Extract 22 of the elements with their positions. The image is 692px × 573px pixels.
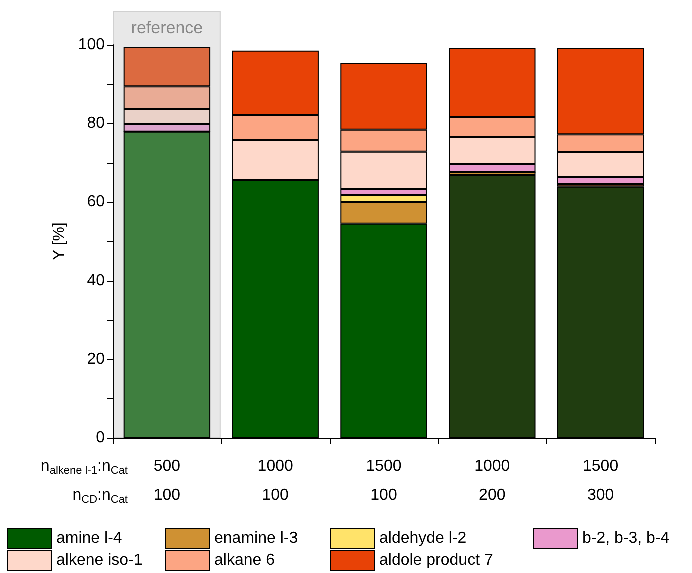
y-tick-label: 40: [87, 272, 106, 290]
text: n$_{CD}$:n$_{Cat}$: [72, 487, 128, 506]
legend-label: amine l-4: [56, 530, 122, 547]
x-tick-label: 500 100: [154, 458, 181, 504]
y-tick-label: 100: [78, 36, 106, 54]
x-tick-label: 1000 200: [474, 458, 510, 504]
legend-label: b-2, b-3, b-4: [582, 530, 670, 547]
legend-label: aldole product 7: [380, 552, 494, 569]
x-tick-label: 1000 100: [258, 458, 294, 504]
band-label: reference: [131, 18, 204, 38]
legend-label: aldehyde l-2: [380, 530, 467, 547]
legend-label: alkene iso-1: [56, 552, 143, 569]
y-axis-title: Y [%]: [50, 222, 68, 260]
y-tick-label: 80: [87, 115, 106, 132]
x-tick-label: 1500 100: [366, 458, 402, 504]
legend-label: alkane 6: [214, 552, 276, 569]
y-tick-label: 0: [96, 430, 106, 446]
legend-label: enamine l-3: [214, 530, 298, 547]
y-tick-label: 20: [87, 350, 106, 368]
text: n$_{alkene l-1}$:n$_{Cat}$: [40, 458, 128, 477]
y-tick-label: 60: [87, 194, 106, 211]
x-tick-label: 1500 300: [583, 458, 619, 504]
